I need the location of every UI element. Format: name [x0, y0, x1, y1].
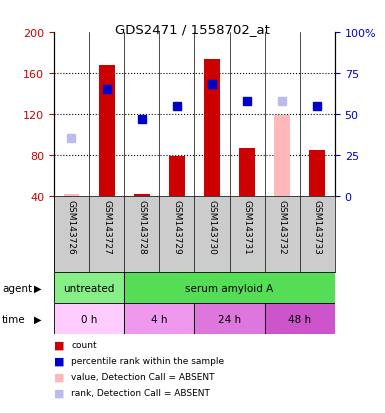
Text: ■: ■: [54, 340, 64, 350]
Text: agent: agent: [2, 283, 32, 293]
Bar: [54, 304, 124, 335]
Bar: [134, 194, 150, 196]
Bar: [265, 304, 335, 335]
Bar: [99, 66, 114, 196]
Text: GSM143726: GSM143726: [67, 200, 76, 254]
Text: ■: ■: [54, 356, 64, 366]
Text: ■: ■: [54, 372, 64, 382]
Text: percentile rank within the sample: percentile rank within the sample: [71, 356, 224, 366]
Bar: [194, 304, 265, 335]
Text: 0 h: 0 h: [81, 314, 97, 324]
Bar: [64, 194, 79, 196]
Text: time: time: [2, 314, 25, 324]
Bar: [239, 148, 255, 196]
Bar: [169, 157, 185, 196]
Text: ▶: ▶: [34, 314, 42, 324]
Bar: [54, 304, 124, 335]
Text: GSM143731: GSM143731: [243, 200, 252, 255]
Text: value, Detection Call = ABSENT: value, Detection Call = ABSENT: [71, 373, 215, 381]
Bar: [124, 273, 335, 304]
Bar: [124, 304, 194, 335]
Text: ■: ■: [54, 388, 64, 398]
Text: 4 h: 4 h: [151, 314, 167, 324]
Bar: [124, 273, 335, 304]
Bar: [54, 273, 124, 304]
Text: 24 h: 24 h: [218, 314, 241, 324]
Text: GSM143728: GSM143728: [137, 200, 146, 254]
Text: GSM143729: GSM143729: [172, 200, 181, 254]
Text: GSM143732: GSM143732: [278, 200, 287, 254]
Bar: [310, 150, 325, 196]
Text: count: count: [71, 340, 97, 349]
Text: GSM143730: GSM143730: [208, 200, 216, 255]
Bar: [204, 59, 220, 196]
Text: serum amyloid A: serum amyloid A: [186, 283, 274, 293]
Text: GSM143733: GSM143733: [313, 200, 322, 255]
Bar: [194, 304, 265, 335]
Text: untreated: untreated: [64, 283, 115, 293]
Bar: [54, 273, 124, 304]
Bar: [64, 194, 79, 196]
Bar: [124, 304, 194, 335]
Text: rank, Detection Call = ABSENT: rank, Detection Call = ABSENT: [71, 388, 210, 397]
Bar: [265, 304, 335, 335]
Text: GSM143727: GSM143727: [102, 200, 111, 254]
Text: ▶: ▶: [34, 283, 42, 293]
Text: GDS2471 / 1558702_at: GDS2471 / 1558702_at: [115, 23, 270, 36]
Bar: [275, 116, 290, 196]
Text: 48 h: 48 h: [288, 314, 311, 324]
